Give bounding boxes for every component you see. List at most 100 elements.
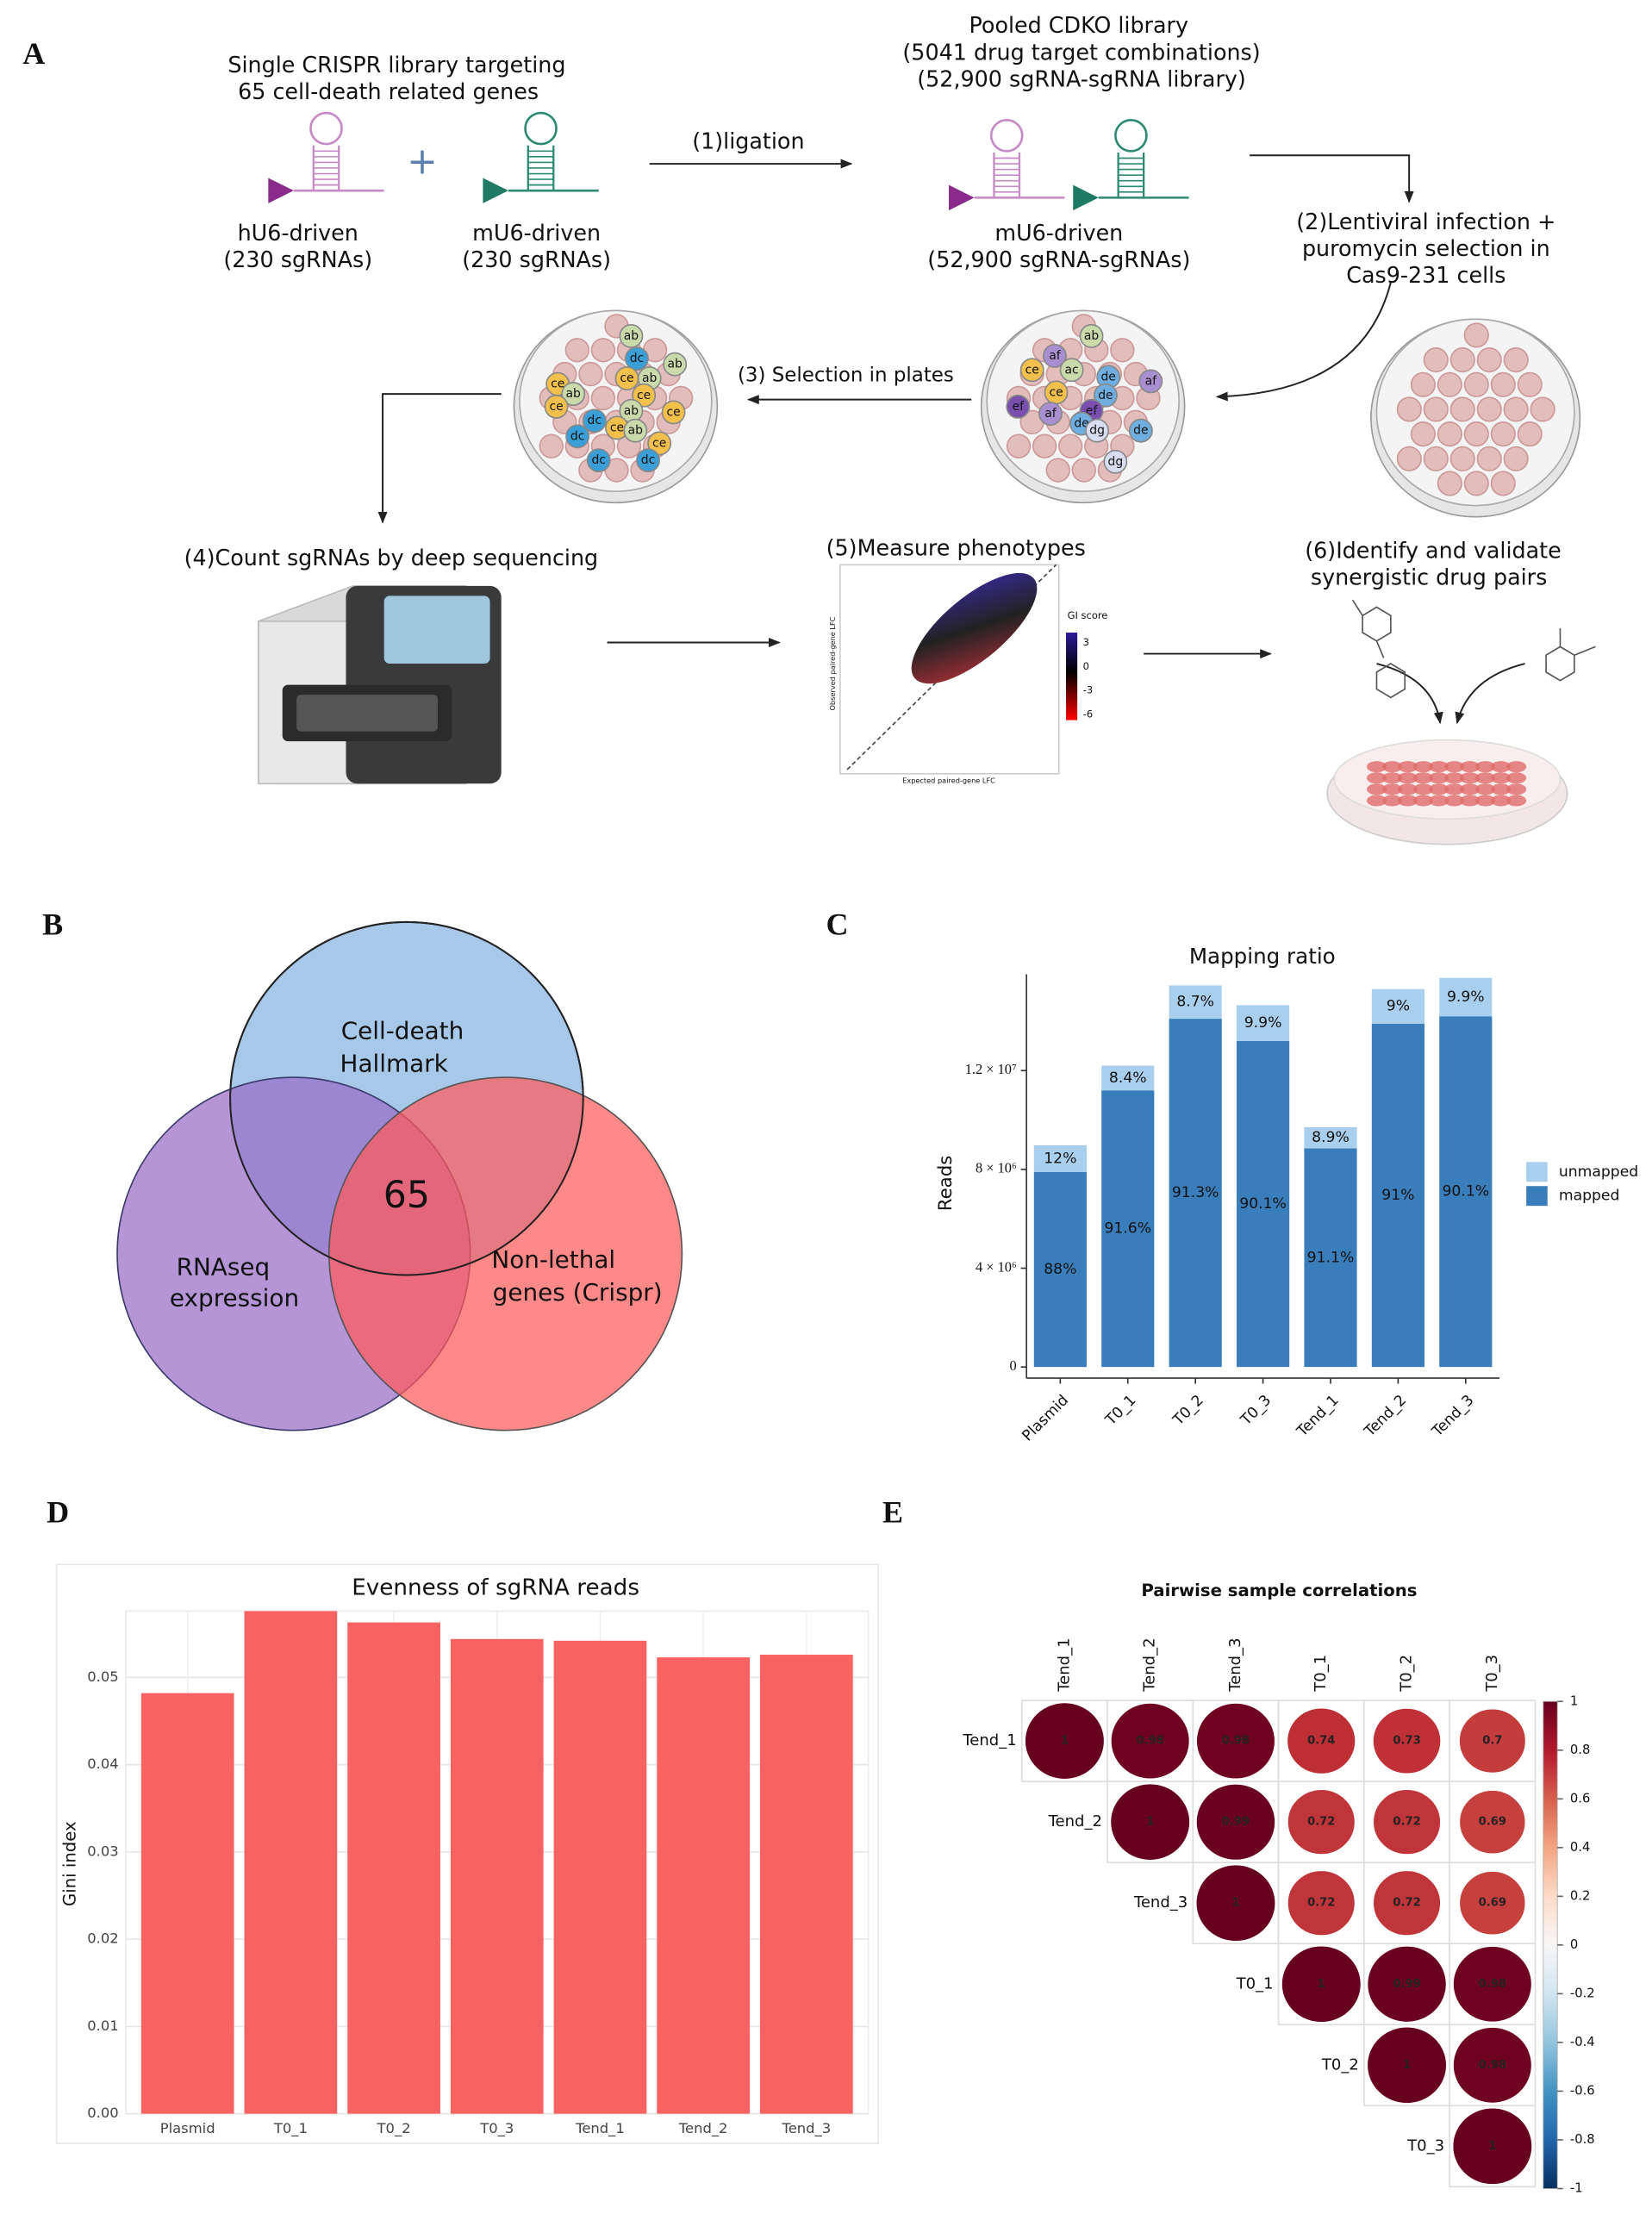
text: (5041 drug target combinations) [902,39,1260,65]
venn-intersection: 65 [383,1174,430,1217]
x-tick-label: T0_2 [377,2120,411,2137]
clone [544,394,569,419]
venn-label: RNAseq [177,1252,271,1281]
correlation-circle [1372,1707,1442,1774]
cell [1058,433,1083,458]
correlation-circle [1367,2026,1447,2104]
bar-segment [1371,989,1424,1024]
cell [1517,371,1543,397]
y-axis-label: Gini index [59,1821,79,1906]
correlation-circle [1373,1789,1441,1855]
panel-label: C [826,907,849,942]
bottom-cell [1475,761,1496,773]
bottom-cell [1398,761,1418,773]
correlation-circle [1195,1783,1276,1861]
correlation-label: 0.7 [1482,1735,1502,1748]
correlation-circle [1025,1702,1105,1780]
share-label: 12% [1044,1150,1076,1167]
bar [347,1622,440,2114]
text: 65 cell-death related genes [238,78,539,104]
cell [590,338,616,363]
bar-segment [1169,985,1222,1020]
chart-title: Mapping ratio [1189,944,1336,969]
clone-label: dc [588,414,602,427]
correlation-label: 0.74 [1307,1735,1335,1748]
clone-label: dg [1108,455,1124,469]
bottom-cell [1382,783,1402,795]
clone [619,324,644,348]
bar-segment [1101,1065,1155,1091]
correlation-label: 0.73 [1393,1735,1420,1748]
legend-swatch [1526,1186,1548,1207]
clone [632,383,657,408]
bottom-cell [1429,783,1449,795]
bottom-cell [1398,795,1418,807]
clone-label: de [1098,389,1113,402]
cell [1449,347,1475,373]
cell [1071,458,1096,483]
x-tick-label: Plasmid [1019,1392,1072,1445]
cell [1449,446,1475,471]
row-label: T0_2 [1321,2055,1359,2074]
correlation-label: 0.98 [1222,1735,1250,1748]
bottom-cell [1398,772,1418,784]
column-label: T0_3 [1483,1655,1501,1693]
clone-label: ab [628,424,644,438]
bottom-cell [1367,795,1387,807]
share-label: 91.6% [1104,1220,1151,1238]
bar [759,1655,853,2114]
colorbar-tick-label: -0.8 [1570,2132,1595,2147]
bar-segment [1237,1005,1290,1041]
cell [1476,347,1502,373]
share-label: 91.1% [1307,1249,1355,1266]
cell [539,433,564,458]
share-label: 90.1% [1443,1183,1490,1201]
promoter [483,178,508,203]
bar [657,1657,751,2114]
bottom-cell [1506,783,1527,795]
clone [623,418,648,443]
panel-a: Single CRISPR library targeting 65 cell-… [184,12,1596,845]
correlation-circle [1281,1945,1362,2023]
share-label: 9% [1387,998,1410,1015]
bottom-cell [1475,783,1496,795]
bar [450,1638,544,2114]
correlation-circle [1373,1870,1441,1936]
panel-labels: A B C D E [22,36,903,1529]
correlation-label: 0.69 [1479,1897,1506,1910]
bar-segment [1304,1148,1357,1368]
y-tick-label: 0.01 [87,2018,118,2034]
text: mU6-driven [472,220,601,246]
chart-title: Pairwise sample correlations [1141,1581,1417,1600]
text: puromycin selection in [1302,235,1550,261]
y-tick-label: 1.2 × 10⁷ [965,1061,1017,1077]
clone [1079,324,1104,348]
bottom-cell [1444,772,1465,784]
bottom-cell [1367,772,1387,784]
cell [564,338,590,363]
clone-label: ab [668,358,683,371]
bar-segment [1169,1019,1222,1368]
x-tick-label: Tend_1 [575,2120,625,2137]
cell [1045,458,1070,483]
clone-label: af [1145,374,1158,388]
x-tick-label: Plasmid [160,2120,215,2136]
column-label: Tend_2 [1141,1637,1159,1692]
column-label: Tend_1 [1055,1637,1073,1692]
inset-y-label: Observed paired-gene LFC [828,616,837,710]
text: (6)Identify and validate [1305,538,1562,564]
clone [1093,383,1118,408]
correlation-circle [1452,1946,1532,2023]
cell [1396,446,1422,471]
cell [1490,371,1516,397]
bottom-cell [1382,795,1402,807]
cell [1437,371,1462,397]
column-label: T0_1 [1312,1655,1330,1693]
row-label: Tend_2 [1048,1812,1102,1830]
bottom-cell [1413,761,1434,773]
clone-label: ce [1025,363,1039,377]
bottom-cell [1460,783,1481,795]
correlation-circle [1452,2107,1533,2186]
clone-label: ab [642,371,658,385]
clone [1059,358,1084,383]
